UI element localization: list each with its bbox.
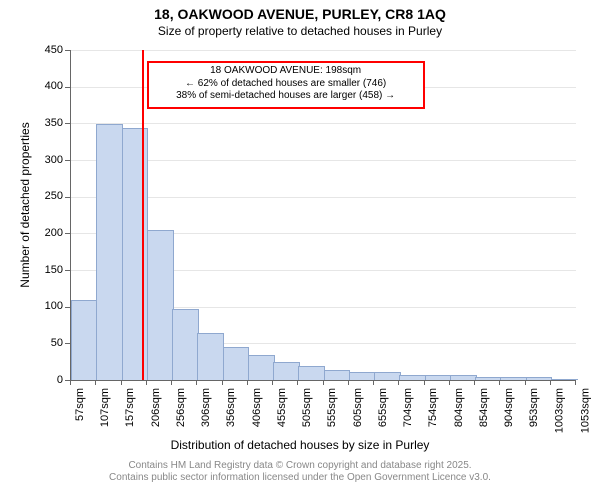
histogram-bar xyxy=(96,124,123,380)
histogram-bar xyxy=(71,300,98,380)
chart-container: { "chart": { "type": "histogram", "title… xyxy=(0,0,600,500)
footer-line2: Contains public sector information licen… xyxy=(0,472,600,483)
y-tick-label: 200 xyxy=(25,227,63,239)
y-tick-label: 400 xyxy=(25,80,63,92)
y-tick xyxy=(65,270,70,271)
x-axis-label: Distribution of detached houses by size … xyxy=(0,438,600,452)
x-tick xyxy=(525,380,526,385)
x-tick xyxy=(222,380,223,385)
x-tick xyxy=(297,380,298,385)
x-tick xyxy=(499,380,500,385)
annotation-box: 18 OAKWOOD AVENUE: 198sqm ← 62% of detac… xyxy=(147,61,425,109)
x-tick-label: 555sqm xyxy=(327,388,339,427)
histogram-bar xyxy=(450,375,477,380)
x-tick xyxy=(348,380,349,385)
x-tick xyxy=(171,380,172,385)
x-tick xyxy=(121,380,122,385)
y-tick xyxy=(65,233,70,234)
y-tick-label: 50 xyxy=(25,337,63,349)
histogram-bar xyxy=(223,347,250,380)
histogram-bar xyxy=(324,370,351,380)
y-tick-label: 350 xyxy=(25,117,63,129)
x-tick xyxy=(272,380,273,385)
x-tick xyxy=(373,380,374,385)
histogram-bar xyxy=(273,362,300,380)
x-tick-label: 57sqm xyxy=(74,388,86,421)
y-tick xyxy=(65,160,70,161)
histogram-bar xyxy=(349,372,376,380)
y-tick xyxy=(65,343,70,344)
property-marker-line xyxy=(142,50,144,380)
x-tick-label: 605sqm xyxy=(352,388,364,427)
x-tick-label: 655sqm xyxy=(377,388,389,427)
y-tick-label: 150 xyxy=(25,264,63,276)
histogram-bar xyxy=(172,309,199,380)
x-tick xyxy=(398,380,399,385)
histogram-bar xyxy=(147,230,174,380)
gridline xyxy=(71,50,576,51)
x-tick-label: 1003sqm xyxy=(554,388,566,433)
x-tick-label: 455sqm xyxy=(276,388,288,427)
annotation-line3: 38% of semi-detached houses are larger (… xyxy=(176,90,395,101)
gridline xyxy=(71,123,576,124)
y-tick-label: 250 xyxy=(25,190,63,202)
histogram-bar xyxy=(475,377,502,380)
chart-subtitle: Size of property relative to detached ho… xyxy=(0,24,600,38)
x-tick xyxy=(424,380,425,385)
x-tick-label: 206sqm xyxy=(150,388,162,427)
histogram-bar xyxy=(374,372,401,380)
annotation-line2: ← 62% of detached houses are smaller (74… xyxy=(185,78,386,89)
x-tick xyxy=(449,380,450,385)
x-tick-label: 804sqm xyxy=(453,388,465,427)
histogram-bar xyxy=(526,377,553,380)
x-tick-label: 356sqm xyxy=(226,388,238,427)
histogram-bar xyxy=(197,333,224,380)
y-tick xyxy=(65,50,70,51)
y-tick-label: 300 xyxy=(25,154,63,166)
x-tick-label: 107sqm xyxy=(99,388,111,427)
x-tick xyxy=(95,380,96,385)
y-tick xyxy=(65,197,70,198)
histogram-bar xyxy=(500,377,527,380)
x-tick-label: 406sqm xyxy=(251,388,263,427)
x-tick xyxy=(575,380,576,385)
x-tick-label: 306sqm xyxy=(200,388,212,427)
y-tick-label: 100 xyxy=(25,300,63,312)
y-tick xyxy=(65,123,70,124)
y-tick-label: 0 xyxy=(25,374,63,386)
y-tick xyxy=(65,307,70,308)
x-tick xyxy=(323,380,324,385)
x-tick-label: 256sqm xyxy=(175,388,187,427)
x-tick-label: 953sqm xyxy=(529,388,541,427)
x-tick-label: 854sqm xyxy=(478,388,490,427)
histogram-bar xyxy=(248,355,275,380)
plot-area: 18 OAKWOOD AVENUE: 198sqm ← 62% of detac… xyxy=(70,50,576,381)
x-tick xyxy=(247,380,248,385)
x-tick-label: 1053sqm xyxy=(579,388,591,433)
x-tick-label: 904sqm xyxy=(503,388,515,427)
histogram-bar xyxy=(399,375,426,380)
histogram-bar xyxy=(298,366,325,380)
y-tick-label: 450 xyxy=(25,44,63,56)
histogram-bar xyxy=(551,379,578,380)
x-tick-label: 157sqm xyxy=(125,388,137,427)
histogram-bar xyxy=(425,375,452,380)
x-tick-label: 704sqm xyxy=(402,388,414,427)
chart-title: 18, OAKWOOD AVENUE, PURLEY, CR8 1AQ xyxy=(0,6,600,22)
x-tick xyxy=(146,380,147,385)
x-tick xyxy=(550,380,551,385)
y-tick xyxy=(65,87,70,88)
x-tick-label: 754sqm xyxy=(428,388,440,427)
x-tick xyxy=(474,380,475,385)
footer-line1: Contains HM Land Registry data © Crown c… xyxy=(0,460,600,471)
x-tick-label: 505sqm xyxy=(301,388,313,427)
annotation-line1: 18 OAKWOOD AVENUE: 198sqm xyxy=(210,65,361,76)
x-tick xyxy=(196,380,197,385)
x-tick xyxy=(70,380,71,385)
